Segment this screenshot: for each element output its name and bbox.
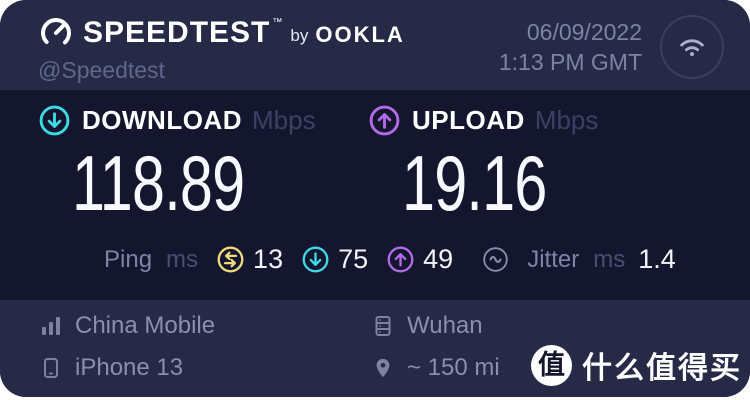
footer: China Mobile iPhone 13 <box>0 300 750 397</box>
jitter-group: Jitter ms 1.4 <box>481 244 676 275</box>
download-label: DOWNLOAD <box>82 105 242 135</box>
brand-block: SPEEDTEST ™ by OOKLA @Speedtest <box>0 0 405 90</box>
latency-row: Ping ms 13 <box>104 244 676 275</box>
test-time: 1:13 PM GMT <box>498 49 642 75</box>
ping-idle-arrows-icon <box>216 245 245 274</box>
isp-row: China Mobile <box>38 312 215 340</box>
phone-icon <box>38 356 63 381</box>
ping-idle-group: 13 <box>216 244 283 275</box>
upload-unit: Mbps <box>534 105 599 135</box>
ping-unit: ms <box>166 245 199 273</box>
connection-type-badge <box>660 15 724 79</box>
test-date: 06/09/2022 <box>526 19 642 45</box>
ping-idle-value: 13 <box>253 244 284 274</box>
wifi-icon <box>675 30 709 64</box>
ping-upload-arrow-icon <box>386 245 415 274</box>
download-unit: Mbps <box>251 105 316 135</box>
server-distance: ~ 150 mi <box>407 354 500 381</box>
smzdm-logo-glyph: 值 <box>538 349 565 380</box>
ping-upload-value: 49 <box>423 244 454 274</box>
smzdm-watermark: 值 什么值得买 <box>531 343 742 387</box>
upload-label: UPLOAD <box>412 105 525 135</box>
ping-label: Ping <box>104 245 153 273</box>
brand-name: SPEEDTEST <box>83 16 271 49</box>
ping-download-arrow-icon <box>301 245 330 274</box>
smzdm-logo-icon: 值 <box>531 344 572 386</box>
ping-download-group: 75 <box>301 244 368 275</box>
header: SPEEDTEST ™ by OOKLA @Speedtest 06/09/20… <box>0 0 750 90</box>
download-metric: DOWNLOAD Mbps 118.89 <box>38 104 316 225</box>
server-row: Wuhan <box>370 312 500 340</box>
upload-circle-arrow-icon <box>368 104 401 137</box>
speedtest-gauge-icon <box>38 15 74 51</box>
location-pin-icon <box>370 356 395 381</box>
server-city: Wuhan <box>407 312 483 339</box>
isp-name: China Mobile <box>75 312 216 339</box>
server-icon <box>370 314 395 339</box>
ping-upload-group: 49 <box>386 244 453 275</box>
download-value: 118.89 <box>72 139 245 227</box>
upload-metric: UPLOAD Mbps 19.16 <box>368 104 598 225</box>
smzdm-site-name: 什么值得买 <box>582 352 742 385</box>
download-circle-arrow-icon <box>38 104 71 137</box>
device-name: iPhone 13 <box>75 354 184 381</box>
device-row: iPhone 13 <box>38 354 215 382</box>
distance-row: ~ 150 mi <box>370 354 500 382</box>
jitter-value: 1.4 <box>638 244 676 274</box>
brand-company: OOKLA <box>315 21 405 47</box>
brand-trademark: ™ <box>272 17 283 28</box>
jitter-wave-icon <box>481 245 510 274</box>
ping-download-value: 75 <box>338 244 369 274</box>
upload-value: 19.16 <box>402 139 547 227</box>
signal-bars-icon <box>38 314 63 339</box>
results-panel: DOWNLOAD Mbps 118.89 UPLOAD Mbps 19.16 <box>0 90 750 300</box>
jitter-unit: ms <box>593 245 626 273</box>
test-datetime: 06/09/2022 1:13 PM GMT <box>499 0 642 90</box>
brand-by-label: by <box>290 26 309 45</box>
jitter-label: Jitter <box>527 245 580 273</box>
account-handle: @Speedtest <box>38 57 165 83</box>
